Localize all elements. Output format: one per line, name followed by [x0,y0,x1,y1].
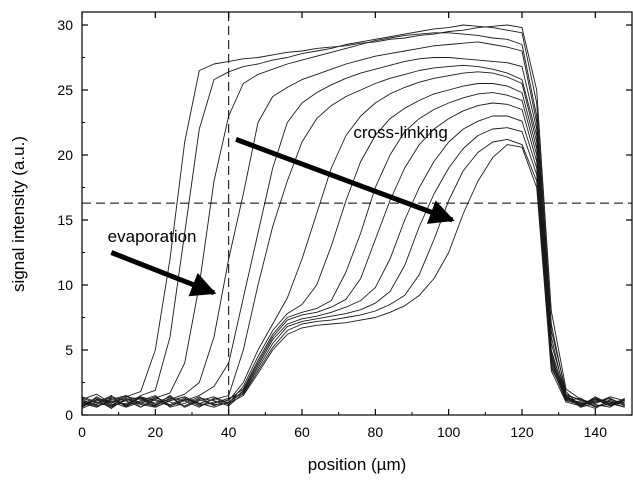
evaporation-arrow [110,250,217,297]
x-tick-label: 40 [221,424,237,440]
x-tick-label: 120 [510,424,534,440]
series-layer [81,24,625,409]
y-tick-label: 15 [57,212,73,228]
series-line-2 [81,24,625,407]
x-tick-label: 100 [437,424,461,440]
plot-frame [81,11,633,416]
evaporation-label: evaporation [108,227,197,246]
series-line-1 [81,24,625,404]
x-tick-label: 140 [584,424,608,440]
x-tick-label: 80 [368,424,384,440]
y-tick-label: 0 [65,407,73,423]
x-tick-label: 60 [294,424,310,440]
y-tick-label: 30 [57,17,73,33]
series-line-9 [81,92,625,408]
y-tick-label: 10 [57,277,73,293]
series-line-14 [81,144,625,408]
reference-lines [82,12,632,415]
series-line-7 [81,71,625,408]
y-tick-label: 25 [57,82,73,98]
x-tick-label: 20 [148,424,164,440]
y-tick-label: 5 [65,342,73,358]
series-line-3 [81,32,625,408]
annotations: cross-linking evaporation [108,123,455,297]
x-tick-label: 0 [78,424,86,440]
cross-linking-arrow [235,137,455,224]
series-line-13 [81,138,625,408]
cross-linking-label: cross-linking [353,123,447,142]
y-axis-title: signal intensity (a.u.) [9,136,28,292]
x-axis-title: position (µm) [308,455,407,474]
axes: 0 20 40 60 80 100 120 140 0 5 10 15 20 25 30 [57,12,632,440]
y-tick-label: 20 [57,147,73,163]
series-line-11 [81,115,625,408]
series-line-12 [81,127,625,408]
